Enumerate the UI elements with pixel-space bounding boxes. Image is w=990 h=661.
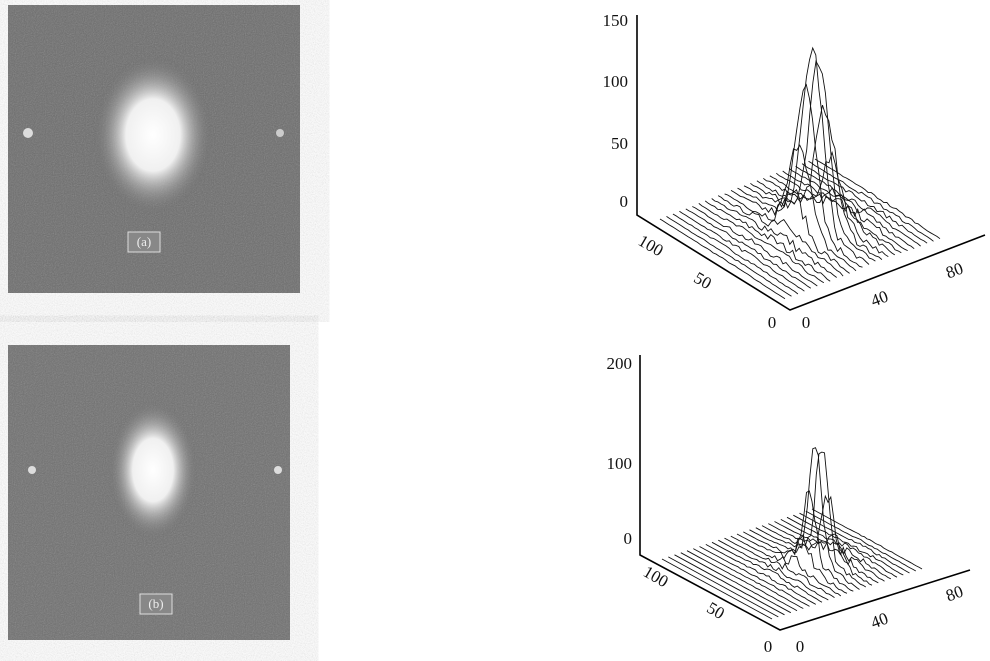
surface-line: [801, 163, 928, 244]
surface-line: [814, 158, 941, 240]
x-tick-label: 0: [796, 637, 805, 656]
surface-line: [693, 548, 804, 609]
surface-line: [679, 210, 805, 292]
surface-line: [736, 533, 848, 594]
surface-line: [730, 144, 857, 272]
surface-line: [786, 516, 898, 578]
surface-line: [737, 83, 863, 268]
surface-line: [718, 539, 829, 601]
surface-line: [780, 519, 891, 580]
z-tick-label: 150: [603, 11, 629, 30]
surface-line: [808, 160, 934, 242]
x-tick-label: 80: [943, 259, 965, 283]
surface-plot: 150 100 50 0 100 50 0 0 40 80: [603, 11, 986, 332]
surface-line: [795, 165, 921, 247]
x-tick-label: 40: [868, 609, 890, 633]
surface-line: [811, 508, 923, 570]
surface-line: [705, 544, 817, 605]
surface-line: [698, 203, 825, 284]
surface-line: [668, 556, 779, 618]
surface-line: [724, 189, 850, 274]
surface-line: [674, 554, 785, 616]
x-tick-label: 40: [868, 287, 890, 311]
surface-line: [756, 104, 883, 260]
image-b: (b): [8, 345, 290, 640]
surface-line: [774, 521, 885, 582]
surface-line: [680, 552, 792, 614]
z-tick-label: 0: [620, 192, 629, 211]
y-tick-label: 50: [691, 268, 715, 293]
surface-line: [704, 200, 831, 282]
z-tick-label: 0: [624, 529, 633, 548]
surface-line: [743, 46, 870, 265]
surface-line: [761, 494, 873, 586]
surface-line: [724, 537, 835, 598]
surface-line: [782, 170, 908, 252]
surface-line: [686, 550, 798, 612]
surface-line: [776, 172, 902, 254]
image-a: (a): [8, 5, 300, 293]
x-tick-label: 80: [943, 582, 965, 606]
x-tick-label: 0: [802, 313, 811, 332]
surface-line: [711, 198, 837, 278]
y-tick-label: 50: [704, 598, 728, 623]
surface-line: [805, 510, 917, 572]
surface-line: [730, 535, 842, 597]
z-tick-label: 100: [603, 72, 629, 91]
z-tick-label: 100: [607, 454, 633, 473]
z-tick-label: 200: [607, 354, 633, 373]
surface-line: [768, 523, 879, 584]
y-tick-label: 0: [764, 637, 773, 656]
y-tick-label: 100: [635, 231, 667, 260]
y-tick-label: 0: [768, 313, 777, 332]
surface-line: [717, 195, 844, 277]
panel-label: (a): [137, 234, 151, 249]
surface-line: [692, 206, 818, 287]
surface-line: [793, 514, 904, 576]
y-tick-label: 100: [640, 562, 672, 591]
surface-line: [666, 216, 792, 297]
panel-label: (b): [148, 596, 163, 611]
surface-line: [749, 447, 860, 590]
surface-plot: 200 100 0 100 50 0 0 40 80: [607, 354, 971, 656]
surface-line: [799, 512, 910, 574]
surface-line: [755, 451, 867, 588]
surface-line: [750, 59, 876, 262]
surface-line: [685, 208, 812, 289]
axes: [636, 15, 986, 311]
axes: [639, 355, 971, 631]
z-tick-label: 50: [611, 134, 628, 153]
surface-line: [711, 541, 823, 603]
surface-line: [763, 150, 889, 257]
surface-line: [699, 546, 810, 607]
surface-line: [659, 218, 786, 300]
surface-line: [743, 490, 854, 592]
surface-line: [788, 168, 915, 250]
surface-line: [661, 558, 773, 620]
surface-line: [672, 213, 799, 295]
